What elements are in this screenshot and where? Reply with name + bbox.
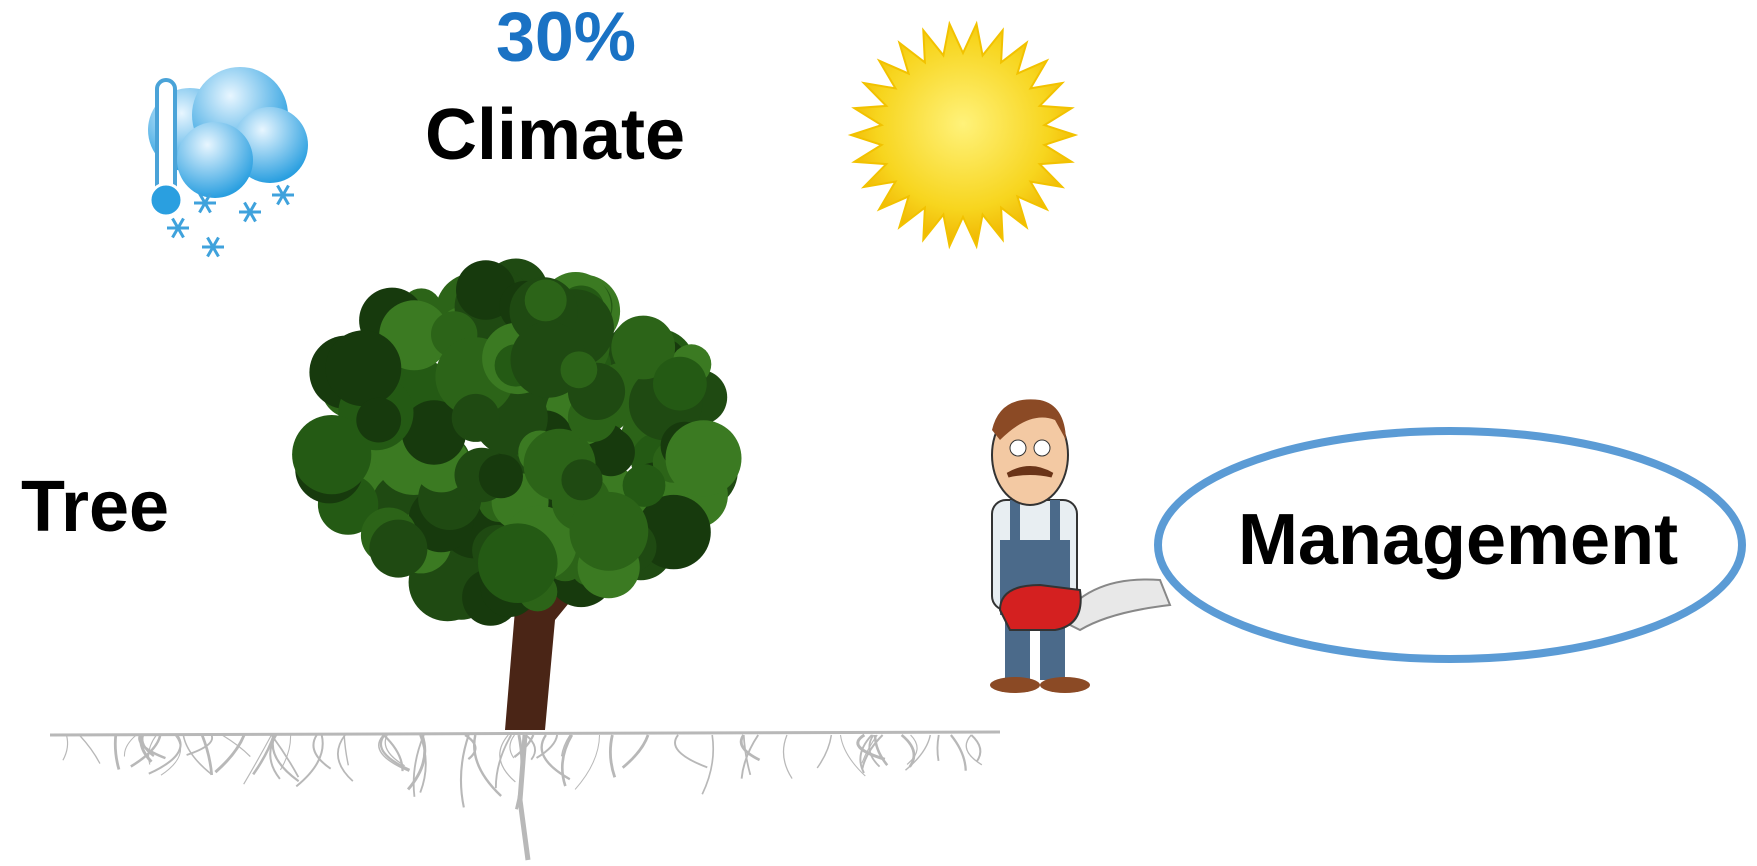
root [63, 735, 68, 760]
foliage [666, 420, 742, 496]
root [537, 735, 558, 758]
root [875, 735, 887, 765]
root [474, 735, 501, 796]
root [623, 735, 648, 768]
tree-illustration [292, 259, 741, 731]
percent-label: 30% [496, 0, 636, 75]
root [902, 735, 914, 767]
foliage [525, 279, 567, 321]
thermometer-bulb [150, 184, 182, 216]
foliage [479, 454, 523, 498]
root [461, 735, 469, 807]
root [951, 735, 966, 771]
eye [1010, 440, 1026, 456]
roots [50, 732, 1000, 860]
mustache [1008, 469, 1052, 476]
woodcutter [990, 399, 1170, 693]
root [783, 735, 792, 779]
root [222, 735, 250, 757]
root [131, 735, 160, 766]
root [702, 735, 713, 794]
tree-label: Tree [21, 467, 169, 547]
root [296, 735, 322, 786]
page: 30% Climate Tree Management (() => { con… [0, 0, 1757, 866]
foliage [561, 459, 602, 500]
root [937, 735, 938, 761]
management-label: Management [1238, 500, 1678, 580]
root [344, 735, 348, 765]
climate-label: Climate [425, 95, 685, 175]
strap [1050, 500, 1060, 545]
foliage [653, 357, 707, 411]
illustration: 30% Climate Tree Management [0, 0, 1757, 866]
foliage [478, 523, 558, 603]
shoe [1040, 677, 1090, 693]
cloud-puff [177, 122, 253, 198]
root [124, 735, 136, 756]
root [496, 735, 511, 788]
sun [851, 24, 1075, 246]
thermometer [157, 80, 175, 200]
root [149, 735, 181, 774]
root [50, 732, 1000, 735]
foliage [452, 394, 500, 442]
root [115, 735, 119, 770]
root [244, 735, 272, 784]
weather-icon [148, 67, 308, 257]
root [675, 735, 707, 767]
root [520, 735, 528, 860]
snowflakes [167, 185, 294, 256]
root [610, 735, 614, 777]
foliage [369, 520, 427, 578]
root [79, 735, 100, 764]
root [905, 735, 930, 770]
root [510, 735, 515, 758]
foliage [326, 330, 402, 406]
shoe [990, 677, 1040, 693]
root [575, 735, 599, 789]
crown [292, 259, 741, 626]
root [817, 735, 831, 768]
foliage [570, 492, 649, 571]
foliage [561, 351, 598, 388]
eye [1034, 440, 1050, 456]
chainsaw-body [1000, 585, 1081, 630]
foliage [356, 398, 401, 443]
strap [1010, 500, 1020, 545]
